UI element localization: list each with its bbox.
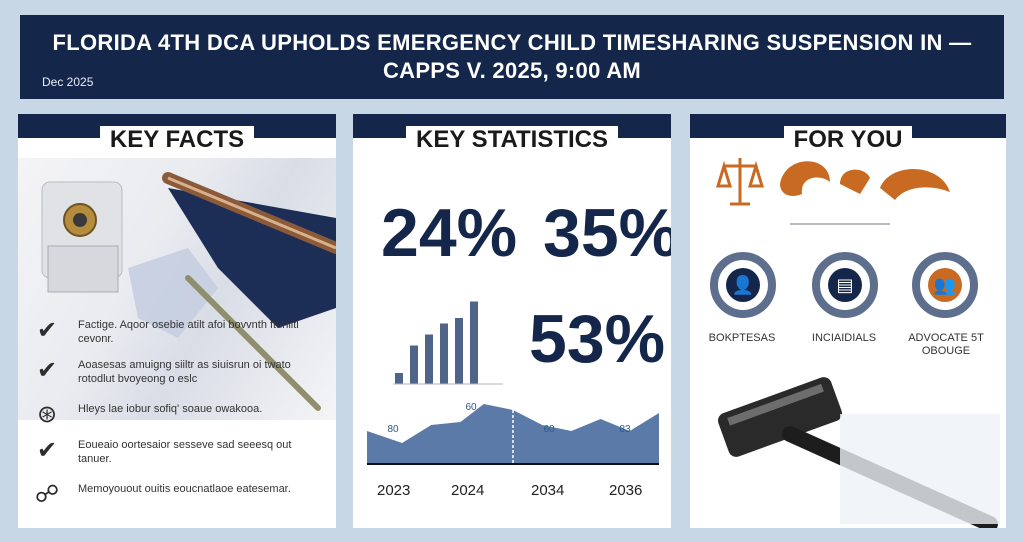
x-tick-label: 2023 [377,482,411,499]
page-header: FLORIDA 4TH DCA UPHOLDS EMERGENCY CHILD … [20,15,1004,99]
group-icon: 👥 [928,268,962,302]
fact-text: Aoasesas amuigng siiltr as siuisrun oi t… [78,359,291,385]
key-facts-title: KEY FACTS [18,126,336,154]
audience-label: ADVOCATE 5T OBOUGE [908,332,984,357]
fact-text: Factige. Aqoor osebie atilt afoi bovvnth… [78,319,299,345]
fact-text: Hleys lae iobur sofiq' soaue owakooa. [78,403,263,415]
for-you-title: FOR YOU [690,126,1006,154]
fact-text: Memoyouout ouitis eoucnatlaoe eatesemar. [78,483,291,495]
badge-icon: ⊛ [36,401,58,428]
scales-of-justice-icon [715,158,765,206]
data-label: 80 [387,424,399,435]
bar [410,345,418,384]
fact-text: Eoueaio oortesaior sesseve sad seeesq ou… [78,439,292,465]
bar [395,373,403,384]
bar [455,318,463,384]
check-icon: ✔ [36,317,58,344]
bar [425,334,433,384]
data-label: 60 [465,402,477,413]
x-tick-label: 2036 [609,482,643,499]
person-icon: 👤 [726,268,760,302]
audience-label: BOKPTESAS [708,332,776,344]
stat-24: 24% [381,195,518,271]
stat-35: 35% [543,195,671,271]
x-tick-label: 2024 [451,482,485,499]
photo-illustration [41,172,336,411]
data-label: 60 [543,424,555,435]
bar [440,323,448,384]
stat-53: 53% [529,301,666,377]
key-statistics-title: KEY STATISTICS [353,126,671,154]
handshake-icon: ☍ [34,481,60,508]
audience-circle: 👥 [912,252,978,318]
statistics-chart: 80 60 60 83 [367,301,659,465]
page-title: FLORIDA 4TH DCA UPHOLDS EMERGENCY CHILD … [52,30,972,83]
header-date: Dec 2025 [42,75,94,89]
for-you-illustration [715,158,1000,528]
for-you-panel: FOR YOU 👤 ▤ 👥 BOKPTESAS INCIAIDIALS ADVO… [690,114,1006,528]
legal-documents-photo [18,158,336,420]
key-statistics-panel: KEY STATISTICS 24% 35% 53% 80 60 60 83 2023… [353,114,671,528]
area-series [367,404,659,464]
data-label: 83 [619,424,631,435]
key-facts-panel: KEY FACTS ✔ Factige. Aqoor osebie atilt … [18,114,336,528]
check-icon: ✔ [36,437,58,464]
check-icon: ✔ [36,357,58,384]
audience-circle: ▤ [812,252,878,318]
audience-circle: 👤 [710,252,776,318]
x-tick-label: 2034 [531,482,565,499]
document-icon: ▤ [828,268,862,302]
audience-label: INCIAIDIALS [811,332,877,344]
bar [470,301,478,384]
